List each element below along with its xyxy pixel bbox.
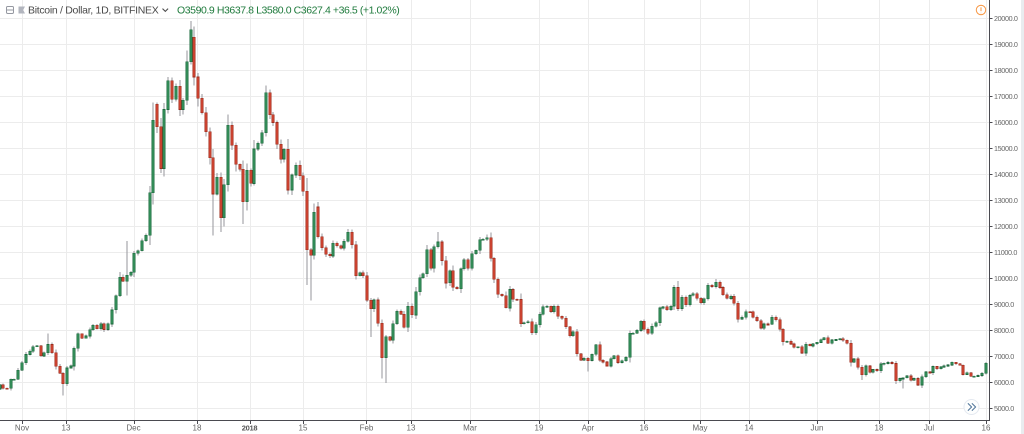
svg-text:14000.0: 14000.0 xyxy=(994,170,1018,179)
svg-text:Jul: Jul xyxy=(924,424,934,433)
svg-text:11000.0: 11000.0 xyxy=(994,248,1017,257)
svg-text:19000.0: 19000.0 xyxy=(994,40,1018,49)
svg-text:18: 18 xyxy=(875,424,884,433)
svg-text:9000.0: 9000.0 xyxy=(994,300,1014,309)
svg-text:Nov: Nov xyxy=(15,424,29,433)
svg-text:16000.0: 16000.0 xyxy=(994,118,1018,127)
svg-text:13000.0: 13000.0 xyxy=(994,196,1018,205)
svg-text:18000.0: 18000.0 xyxy=(994,66,1018,75)
svg-text:16: 16 xyxy=(640,424,649,433)
svg-text:Dec: Dec xyxy=(126,424,140,433)
svg-text:Jun: Jun xyxy=(811,424,824,433)
svg-text:20000.0: 20000.0 xyxy=(994,14,1018,23)
svg-text:13: 13 xyxy=(62,424,71,433)
svg-text:Feb: Feb xyxy=(360,424,374,433)
svg-text:15: 15 xyxy=(299,424,308,433)
svg-text:Apr: Apr xyxy=(582,424,595,433)
svg-text:8000.0: 8000.0 xyxy=(994,326,1014,335)
svg-text:O3590.9 H3637.8 L3580.0 C36: O3590.9 H3637.8 L3580.0 C3627.4 +36.5 (+… xyxy=(177,5,399,17)
svg-text:6000.0: 6000.0 xyxy=(994,378,1014,387)
svg-text:19: 19 xyxy=(535,424,544,433)
svg-text:18: 18 xyxy=(193,424,202,433)
svg-text:12000.0: 12000.0 xyxy=(994,222,1018,231)
svg-text:17000.0: 17000.0 xyxy=(994,92,1018,101)
svg-text:10000.0: 10000.0 xyxy=(994,274,1018,283)
svg-text:5000.0: 5000.0 xyxy=(994,404,1014,413)
svg-text:16: 16 xyxy=(982,424,991,433)
svg-text:Mar: Mar xyxy=(463,424,477,433)
svg-text:Bitcoin / Dollar, 1D, BITFINEX: Bitcoin / Dollar, 1D, BITFINEX xyxy=(28,5,159,17)
svg-text:2018: 2018 xyxy=(242,424,258,433)
svg-text:7000.0: 7000.0 xyxy=(994,352,1014,361)
svg-text:May: May xyxy=(692,424,707,433)
svg-text:13: 13 xyxy=(407,424,416,433)
svg-text:15000.0: 15000.0 xyxy=(994,144,1018,153)
svg-text:14: 14 xyxy=(745,424,754,433)
